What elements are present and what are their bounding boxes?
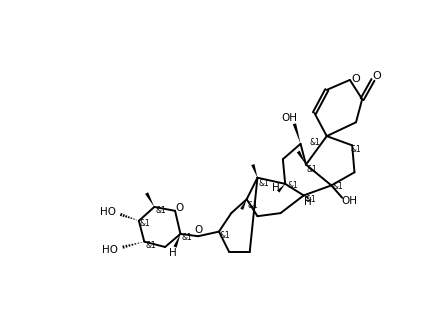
Polygon shape: [173, 234, 180, 248]
Text: O: O: [176, 203, 184, 213]
Text: &1: &1: [307, 166, 318, 175]
Text: &1: &1: [145, 241, 156, 250]
Text: H: H: [272, 183, 280, 193]
Text: &1: &1: [306, 195, 317, 204]
Polygon shape: [277, 184, 285, 192]
Text: &1: &1: [181, 233, 192, 242]
Text: &1: &1: [350, 146, 361, 155]
Text: &1: &1: [140, 218, 150, 228]
Text: &1: &1: [288, 181, 298, 190]
Polygon shape: [304, 195, 309, 199]
Polygon shape: [145, 192, 154, 207]
Polygon shape: [297, 151, 306, 165]
Text: &1: &1: [258, 179, 269, 188]
Text: &1: &1: [310, 138, 321, 147]
Text: H: H: [169, 248, 177, 258]
Polygon shape: [293, 123, 301, 144]
Text: O: O: [195, 225, 203, 235]
Text: &1: &1: [155, 206, 166, 215]
Text: O: O: [372, 71, 381, 81]
Text: O: O: [352, 74, 361, 84]
Text: HO: HO: [100, 207, 116, 217]
Text: &1: &1: [220, 231, 230, 240]
Text: HO: HO: [102, 245, 118, 255]
Text: &1: &1: [332, 182, 343, 192]
Text: OH: OH: [281, 113, 297, 123]
Text: &1: &1: [247, 201, 258, 210]
Polygon shape: [251, 164, 257, 178]
Text: OH: OH: [342, 196, 358, 206]
Text: H: H: [305, 197, 312, 207]
